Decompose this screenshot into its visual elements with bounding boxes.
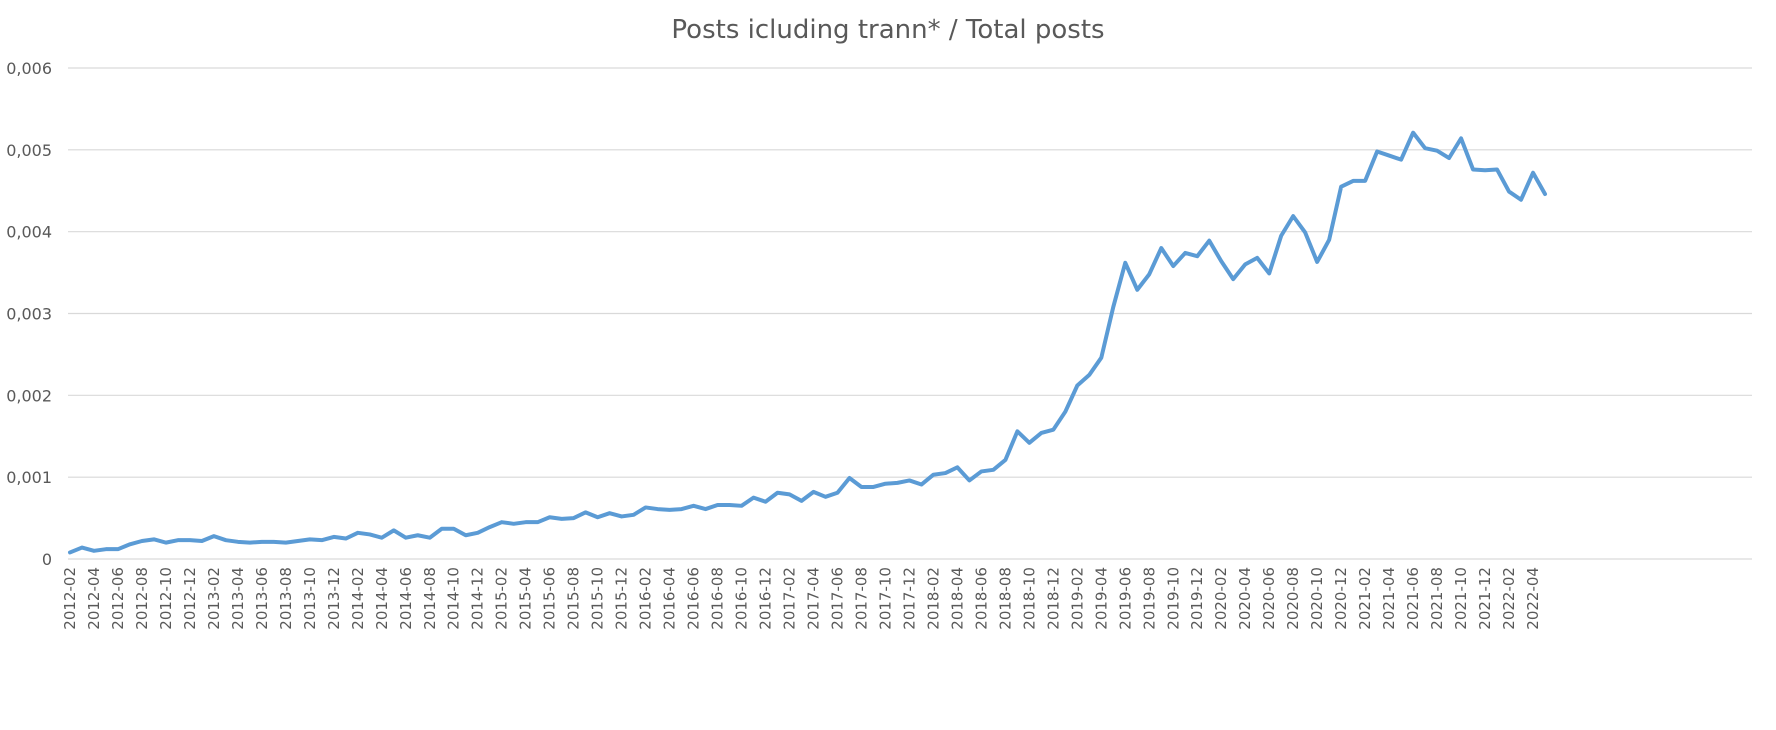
y-tick-label: 0,001 bbox=[6, 468, 52, 487]
x-tick-label: 2015-12 bbox=[613, 567, 631, 630]
x-tick-label: 2014-12 bbox=[469, 567, 487, 630]
x-tick-label: 2019-10 bbox=[1164, 567, 1182, 630]
x-tick-label: 2021-06 bbox=[1404, 567, 1422, 630]
y-tick-label: 0,003 bbox=[6, 305, 52, 324]
y-axis-tick-labels: 0 0,001 0,002 0,003 0,004 0,005 0,006 bbox=[6, 59, 52, 569]
x-tick-label: 2021-10 bbox=[1452, 567, 1470, 630]
x-tick-label: 2015-08 bbox=[565, 567, 583, 630]
y-tick-label: 0,005 bbox=[6, 141, 52, 160]
x-tick-label: 2012-04 bbox=[85, 567, 103, 630]
x-tick-label: 2021-08 bbox=[1428, 567, 1446, 630]
x-tick-label: 2020-12 bbox=[1332, 567, 1350, 630]
x-tick-label: 2012-06 bbox=[109, 567, 127, 630]
x-tick-label: 2013-08 bbox=[277, 567, 295, 630]
x-tick-label: 2018-12 bbox=[1044, 567, 1062, 630]
x-tick-label: 2016-12 bbox=[757, 567, 775, 630]
x-tick-label: 2022-02 bbox=[1500, 567, 1518, 630]
x-tick-label: 2020-04 bbox=[1236, 567, 1254, 630]
x-tick-label: 2014-02 bbox=[349, 567, 367, 630]
x-tick-label: 2015-10 bbox=[589, 567, 607, 630]
x-tick-label: 2012-08 bbox=[133, 567, 151, 630]
x-tick-label: 2014-06 bbox=[397, 567, 415, 630]
gridlines bbox=[68, 67, 1752, 560]
x-tick-label: 2022-04 bbox=[1524, 567, 1542, 630]
x-tick-label: 2015-04 bbox=[517, 567, 535, 630]
x-tick-label: 2016-02 bbox=[637, 567, 655, 630]
x-tick-label: 2018-06 bbox=[972, 567, 990, 630]
x-tick-label: 2013-06 bbox=[253, 567, 271, 630]
x-tick-label: 2019-12 bbox=[1188, 567, 1206, 630]
x-tick-label: 2013-02 bbox=[205, 567, 223, 630]
x-tick-label: 2017-06 bbox=[828, 567, 846, 630]
x-tick-label: 2014-04 bbox=[373, 567, 391, 630]
x-tick-label: 2019-02 bbox=[1068, 567, 1086, 630]
x-tick-label: 2015-06 bbox=[541, 567, 559, 630]
x-tick-label: 2015-02 bbox=[493, 567, 511, 630]
x-tick-label: 2020-06 bbox=[1260, 567, 1278, 630]
x-tick-label: 2014-08 bbox=[421, 567, 439, 630]
x-tick-label: 2012-02 bbox=[61, 567, 79, 630]
series-line bbox=[68, 130, 1547, 555]
x-tick-label: 2020-10 bbox=[1308, 567, 1326, 630]
x-tick-label: 2013-10 bbox=[301, 567, 319, 630]
x-tick-label: 2021-12 bbox=[1476, 567, 1494, 630]
x-tick-label: 2016-04 bbox=[661, 567, 679, 630]
x-tick-label: 2016-10 bbox=[733, 567, 751, 630]
x-tick-label: 2018-04 bbox=[948, 567, 966, 630]
x-tick-label: 2020-02 bbox=[1212, 567, 1230, 630]
x-axis-tick-labels: 2012-02 2012-04 2012-06 2012-08 2012-10 2012-… bbox=[61, 567, 1542, 630]
x-tick-label: 2019-08 bbox=[1140, 567, 1158, 630]
x-tick-label: 2021-02 bbox=[1356, 567, 1374, 630]
x-tick-label: 2013-12 bbox=[325, 567, 343, 630]
x-tick-label: 2019-06 bbox=[1116, 567, 1134, 630]
x-tick-label: 2017-08 bbox=[852, 567, 870, 630]
x-tick-label: 2020-08 bbox=[1284, 567, 1302, 630]
x-tick-label: 2019-04 bbox=[1092, 567, 1110, 630]
chart-title: Posts icluding trann* / Total posts bbox=[671, 15, 1104, 45]
x-tick-label: 2021-04 bbox=[1380, 567, 1398, 630]
x-tick-label: 2017-10 bbox=[876, 567, 894, 630]
x-tick-label: 2018-10 bbox=[1020, 567, 1038, 630]
y-tick-label: 0 bbox=[42, 550, 52, 569]
x-tick-label: 2017-02 bbox=[781, 567, 799, 630]
x-tick-label: 2018-08 bbox=[996, 567, 1014, 630]
x-tick-label: 2017-04 bbox=[804, 567, 822, 630]
y-tick-label: 0,002 bbox=[6, 386, 52, 405]
x-tick-label: 2012-12 bbox=[181, 567, 199, 630]
x-tick-label: 2018-02 bbox=[924, 567, 942, 630]
x-tick-label: 2016-06 bbox=[685, 567, 703, 630]
y-tick-label: 0,006 bbox=[6, 59, 52, 78]
x-tick-label: 2014-10 bbox=[445, 567, 463, 630]
x-tick-label: 2016-08 bbox=[709, 567, 727, 630]
y-tick-label: 0,004 bbox=[6, 223, 52, 242]
x-tick-label: 2017-12 bbox=[900, 567, 918, 630]
x-tick-label: 2012-10 bbox=[157, 567, 175, 630]
x-tick-label: 2013-04 bbox=[229, 567, 247, 630]
